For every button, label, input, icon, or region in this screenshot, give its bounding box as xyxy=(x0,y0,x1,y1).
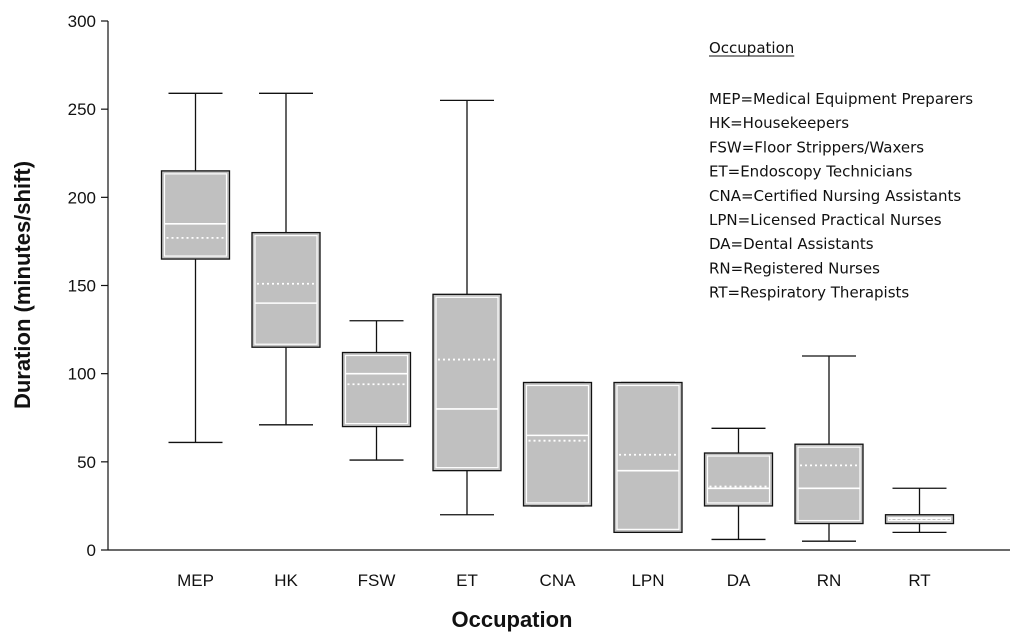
box-body xyxy=(251,231,321,348)
x-tick-label: CNA xyxy=(540,571,577,590)
box-fsw xyxy=(341,320,412,461)
y-axis: 0 50 100 150 200 250 300 xyxy=(68,12,109,560)
x-tick-label: ET xyxy=(456,571,478,590)
legend-entry: ET=Endoscopy Technicians xyxy=(709,163,913,181)
box-inner-border xyxy=(797,446,861,522)
y-tick-label: 50 xyxy=(77,453,96,472)
box-rn xyxy=(794,355,864,542)
box-body xyxy=(432,293,502,472)
box-body xyxy=(884,514,955,525)
legend-entry: FSW=Floor Strippers/Waxers xyxy=(709,138,924,156)
legend-entry: RT=Respiratory Therapists xyxy=(709,284,909,302)
y-tick-label: 150 xyxy=(68,277,96,296)
x-tick-label: DA xyxy=(727,571,751,590)
box-body xyxy=(794,443,864,525)
box-mep xyxy=(160,92,231,444)
y-tick-label: 100 xyxy=(68,365,96,384)
legend-entry: LPN=Licensed Practical Nurses xyxy=(709,211,942,229)
legend-entry: MEP=Medical Equipment Preparers xyxy=(709,90,973,108)
legend-entry: CNA=Certified Nursing Assistants xyxy=(709,187,961,205)
y-tick-label: 0 xyxy=(87,541,96,560)
box-cna xyxy=(522,381,593,507)
x-tick-label: LPN xyxy=(631,571,664,590)
box-body xyxy=(160,170,231,260)
box-body xyxy=(341,351,412,428)
y-tick-label: 250 xyxy=(68,100,96,119)
x-tick-label: FSW xyxy=(358,571,396,590)
x-tick-label: MEP xyxy=(177,571,214,590)
box-rt xyxy=(884,487,955,534)
box-inner-border xyxy=(525,384,590,504)
box-et xyxy=(432,99,502,516)
box-inner-border xyxy=(254,235,318,345)
box-body xyxy=(522,381,593,507)
box-inner-border xyxy=(163,173,228,257)
x-axis-title: Occupation xyxy=(451,607,572,632)
box-series xyxy=(160,92,955,542)
y-axis-title: Duration (minutes/shift) xyxy=(10,161,35,409)
box-body xyxy=(613,381,683,534)
x-tick-label: HK xyxy=(274,571,298,590)
box-inner-border xyxy=(616,384,680,530)
legend: Occupation MEP=Medical Equipment Prepare… xyxy=(709,39,973,302)
legend-entry: DA=Dental Assistants xyxy=(709,235,874,253)
x-tick-label: RN xyxy=(817,571,842,590)
x-tick-label: RT xyxy=(908,571,930,590)
legend-title: Occupation xyxy=(709,39,794,57)
legend-entry: RN=Registered Nurses xyxy=(709,259,880,277)
box-inner-border xyxy=(706,455,771,504)
box-lpn xyxy=(613,381,683,534)
box-hk xyxy=(251,92,321,426)
box-body xyxy=(703,452,774,507)
y-tick-label: 300 xyxy=(68,12,96,31)
y-tick-label: 200 xyxy=(68,188,96,207)
box-inner-border xyxy=(435,296,499,469)
x-axis: MEP HK FSW ET CNA LPN DA RN RT xyxy=(108,549,1010,590)
box-inner-border xyxy=(344,354,409,425)
legend-entry: HK=Housekeepers xyxy=(709,114,849,132)
box-da xyxy=(703,427,774,541)
